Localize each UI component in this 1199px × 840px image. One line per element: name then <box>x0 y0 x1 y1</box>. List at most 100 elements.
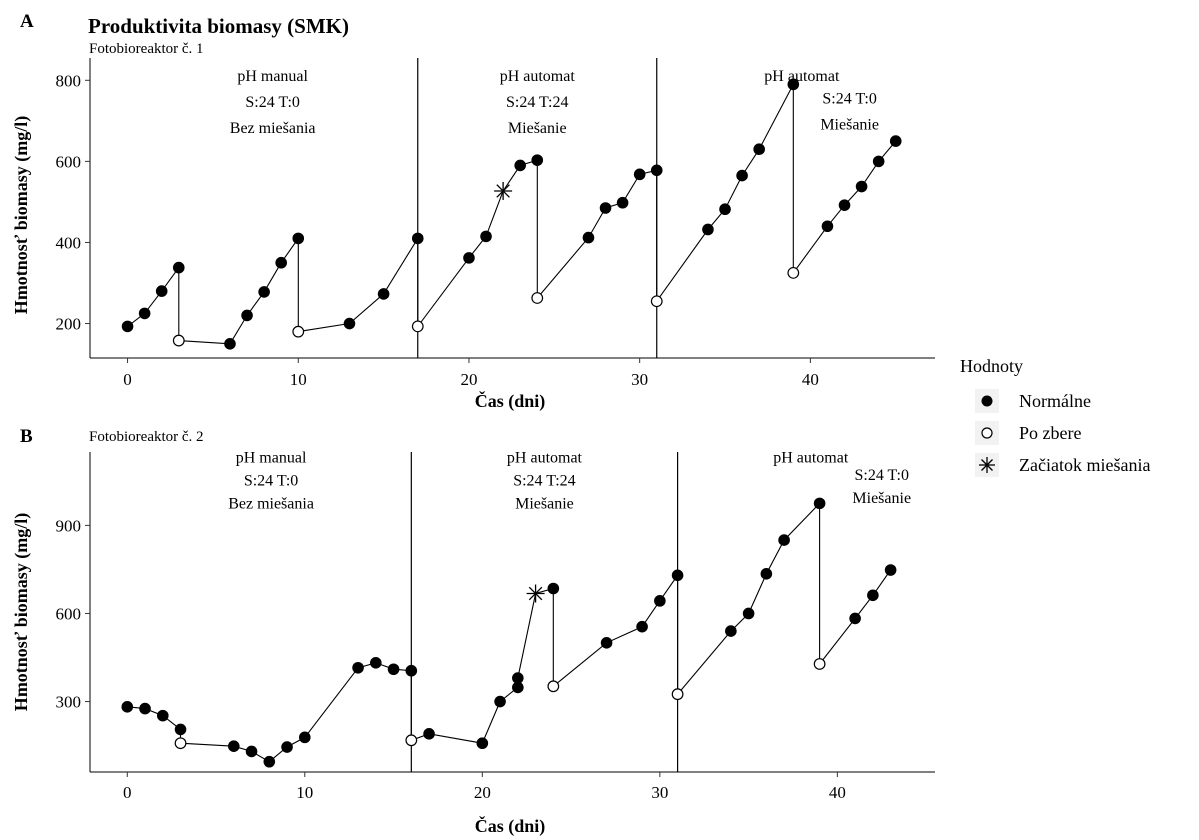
panel-b-x-axis-title: Čas (dni) <box>475 815 546 837</box>
panel-a-x-tick-label: 10 <box>290 370 307 389</box>
panel-a-point-normal <box>787 78 800 91</box>
panel-a-point-after-harvest <box>787 266 800 279</box>
panel-b-point-after-harvest <box>405 734 418 747</box>
panel-a-annotation-text: pH automat <box>764 68 840 85</box>
panel-a-y-axis-title: Hmotnosť biomasy (mg/l) <box>11 116 32 314</box>
panel-a-point-normal <box>872 155 885 168</box>
panel-a-point-normal <box>855 180 868 193</box>
panel-b-annotation-text: pH automat <box>507 449 583 466</box>
panel-a-y-tick-label: 200 <box>56 315 82 334</box>
panel-b-point-normal <box>671 569 684 582</box>
panel-b-point-normal <box>636 620 648 633</box>
panel-b-plot: 0 10 20 30 40 300 600 900 pH manual S:24 T:0 Bez m… <box>56 449 935 802</box>
panel-a-point-normal <box>411 232 424 245</box>
panel-b-y-tick-label: 900 <box>56 516 82 535</box>
panel-b-annotation-text: pH automat <box>773 449 849 466</box>
panel-b-letter: B <box>20 426 33 447</box>
panel-a-letter: A <box>20 11 34 32</box>
panel-a-point-normal <box>343 317 356 330</box>
panel-a-point-normal <box>889 135 902 147</box>
panel-a-point-normal <box>155 285 168 297</box>
panel-b-x-tick-label: 30 <box>651 783 668 802</box>
legend-label-after-harvest: Po zbere <box>1019 423 1081 443</box>
panel-a-subtitle: Fotobioreaktor č. 1 <box>89 41 204 57</box>
panel-b-point-normal <box>299 731 311 744</box>
panel-a-annotation-text: pH automat <box>500 68 576 85</box>
panel-b-subtitle: Fotobioreaktor č. 2 <box>89 429 204 445</box>
panel-a-annotation-text: S:24 T:0 <box>245 94 299 111</box>
panel-b-point-normal <box>547 582 560 595</box>
panel-b-annotation-text: Bez miešania <box>228 495 314 512</box>
panel-a-x-tick-label: 30 <box>631 370 648 389</box>
panel-a-point-normal <box>719 203 731 216</box>
panel-b-point-normal <box>512 672 524 684</box>
panel-b-point-normal <box>849 612 861 625</box>
panel-b-point-normal <box>121 701 134 713</box>
panel-b-point-normal <box>494 695 506 708</box>
panel-a-y-tick-label: 600 <box>56 152 82 171</box>
panel-b-point-after-harvest <box>813 658 826 670</box>
panel-a-point-normal <box>650 164 663 177</box>
panel-b-annotation-text: Miešanie <box>515 495 574 512</box>
panel-b-annotation-text: Miešanie <box>852 490 911 507</box>
panel-a-point-normal <box>241 309 253 322</box>
panel-b-point-normal <box>476 737 489 750</box>
panel-b-point-normal <box>725 625 737 637</box>
asterisk-stroke <box>496 184 510 198</box>
panel-b-point-normal <box>139 702 151 715</box>
panel-a-point-normal <box>821 220 834 233</box>
panel-a-point-normal <box>377 288 390 300</box>
panel-b-point-normal <box>813 497 826 510</box>
panel-a-point-normal <box>224 338 236 350</box>
panel-a-annotation-text: S:24 T:24 <box>506 94 568 111</box>
panel-a-plot: 0 10 20 30 40 200 400 600 800 pH manual S:24 T:0 Be… <box>56 58 935 389</box>
panel-b-annotation-text: S:24 T:0 <box>855 467 909 484</box>
panel-b-point-after-harvest <box>547 680 560 693</box>
panel-a-point-normal <box>599 202 612 214</box>
panel-a-point-normal <box>736 169 748 182</box>
panel-b-x-tick-label: 10 <box>296 783 313 802</box>
panel-b-point-normal <box>387 663 400 676</box>
panel-a-point-mixing-start <box>494 181 513 200</box>
panel-a-point-normal <box>633 168 646 181</box>
panel-a-point-after-harvest <box>172 334 185 347</box>
panel-b-y-tick-label: 300 <box>56 693 82 712</box>
panel-b-point-normal <box>156 709 169 722</box>
legend-label-normal: Normálne <box>1019 391 1091 411</box>
panel-a-point-after-harvest <box>292 325 305 338</box>
panel-b-point-normal <box>512 681 524 694</box>
panel-b-point-normal <box>174 723 187 736</box>
panel-a-point-normal <box>531 154 544 166</box>
panel-a-annotation-text: Miešanie <box>508 120 567 137</box>
panel-a-point-normal <box>121 320 134 333</box>
panel-b-point-normal <box>867 589 879 602</box>
panel-a-point-normal <box>463 252 475 264</box>
panel-b-point-after-harvest <box>671 688 684 701</box>
panel-b-x-tick-label: 20 <box>474 783 491 802</box>
panel-b-point-normal <box>245 745 258 758</box>
panel-b-annotation-text: pH manual <box>236 449 307 466</box>
panel-a-x-tick-label: 0 <box>123 370 132 389</box>
panel-a-point-normal <box>258 286 270 298</box>
panel-a-y-tick-label: 800 <box>56 71 82 90</box>
legend-key-mixing-start-icon <box>979 457 995 473</box>
panel-b-annotation-text: S:24 T:0 <box>244 472 298 489</box>
panel-a-point-normal <box>616 196 629 209</box>
panel-a-annotation-text: S:24 T:0 <box>822 90 876 107</box>
panel-b-point-normal <box>263 755 276 768</box>
panel-b-point-normal <box>742 607 755 620</box>
panel-b-point-normal <box>423 728 435 740</box>
panel-a-point-after-harvest <box>531 292 544 304</box>
panel-a-point-normal <box>514 159 526 172</box>
panel-b-point-normal <box>654 595 666 607</box>
panel-b-point-normal <box>370 656 382 669</box>
panel-b-point-normal <box>405 664 418 677</box>
panel-b-point-mixing-start <box>526 584 545 603</box>
asterisk-stroke <box>528 586 543 601</box>
panel-b-x-tick-label: 40 <box>829 783 846 802</box>
panel-a-point-normal <box>275 256 287 269</box>
panel-a-annotation-text: Miešanie <box>820 116 879 133</box>
panel-b-point-normal <box>778 534 790 546</box>
legend-label-mixing-start: Začiatok miešania <box>1019 455 1150 475</box>
panel-b-annotation-text: S:24 T:24 <box>513 472 575 489</box>
